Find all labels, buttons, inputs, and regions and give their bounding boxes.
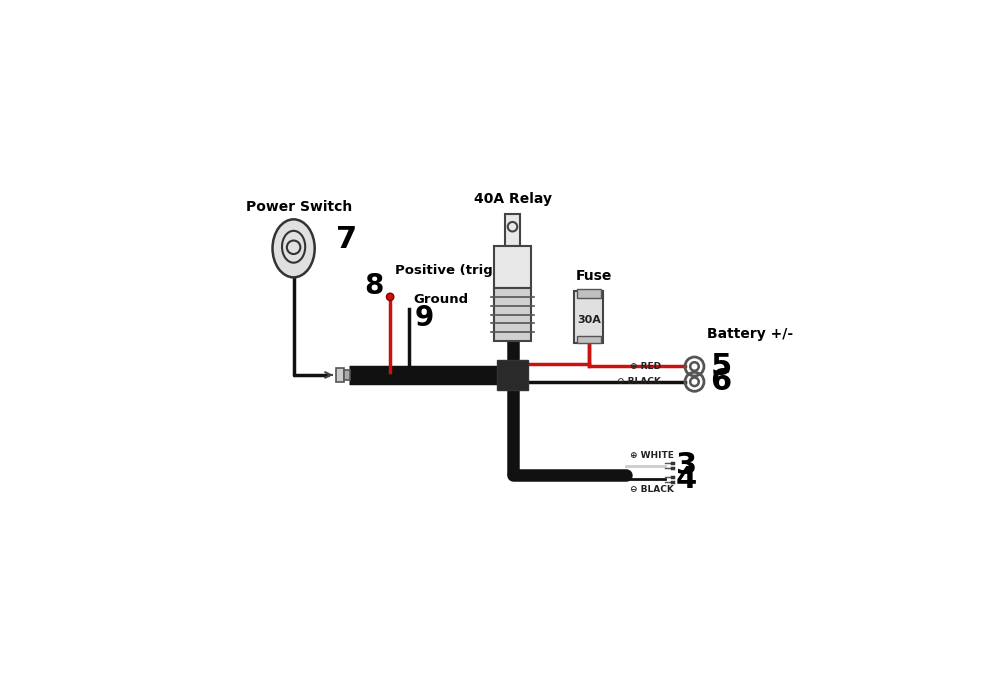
Text: 3: 3: [676, 451, 697, 480]
Text: 30A: 30A: [577, 314, 601, 325]
Text: 9: 9: [415, 305, 434, 332]
Text: 4: 4: [676, 465, 697, 494]
Bar: [497, 360, 528, 390]
Circle shape: [386, 293, 394, 301]
Text: Positive (trigger): Positive (trigger): [395, 264, 524, 277]
Bar: [494, 288, 531, 340]
Bar: [344, 370, 350, 380]
Text: 8: 8: [364, 273, 384, 300]
Bar: [494, 246, 531, 288]
Text: Battery +/-: Battery +/-: [707, 327, 793, 341]
Text: Ground: Ground: [414, 293, 469, 306]
Text: ⊖ BLACK: ⊖ BLACK: [617, 377, 661, 386]
Text: 6: 6: [710, 367, 732, 397]
Text: 7: 7: [336, 225, 357, 253]
Text: 40A Relay: 40A Relay: [474, 192, 552, 206]
Text: ⊕ RED: ⊕ RED: [630, 362, 661, 371]
Text: Fuse: Fuse: [576, 269, 612, 283]
Ellipse shape: [273, 219, 315, 277]
Bar: [336, 368, 344, 382]
Bar: [577, 336, 601, 343]
Text: Power Switch: Power Switch: [246, 200, 352, 214]
Text: 5: 5: [710, 352, 732, 381]
Bar: [574, 290, 603, 343]
Text: ⊕ WHITE: ⊕ WHITE: [630, 451, 674, 460]
Bar: [577, 290, 601, 298]
Bar: [505, 214, 520, 246]
Text: ⊖ BLACK: ⊖ BLACK: [630, 485, 674, 494]
